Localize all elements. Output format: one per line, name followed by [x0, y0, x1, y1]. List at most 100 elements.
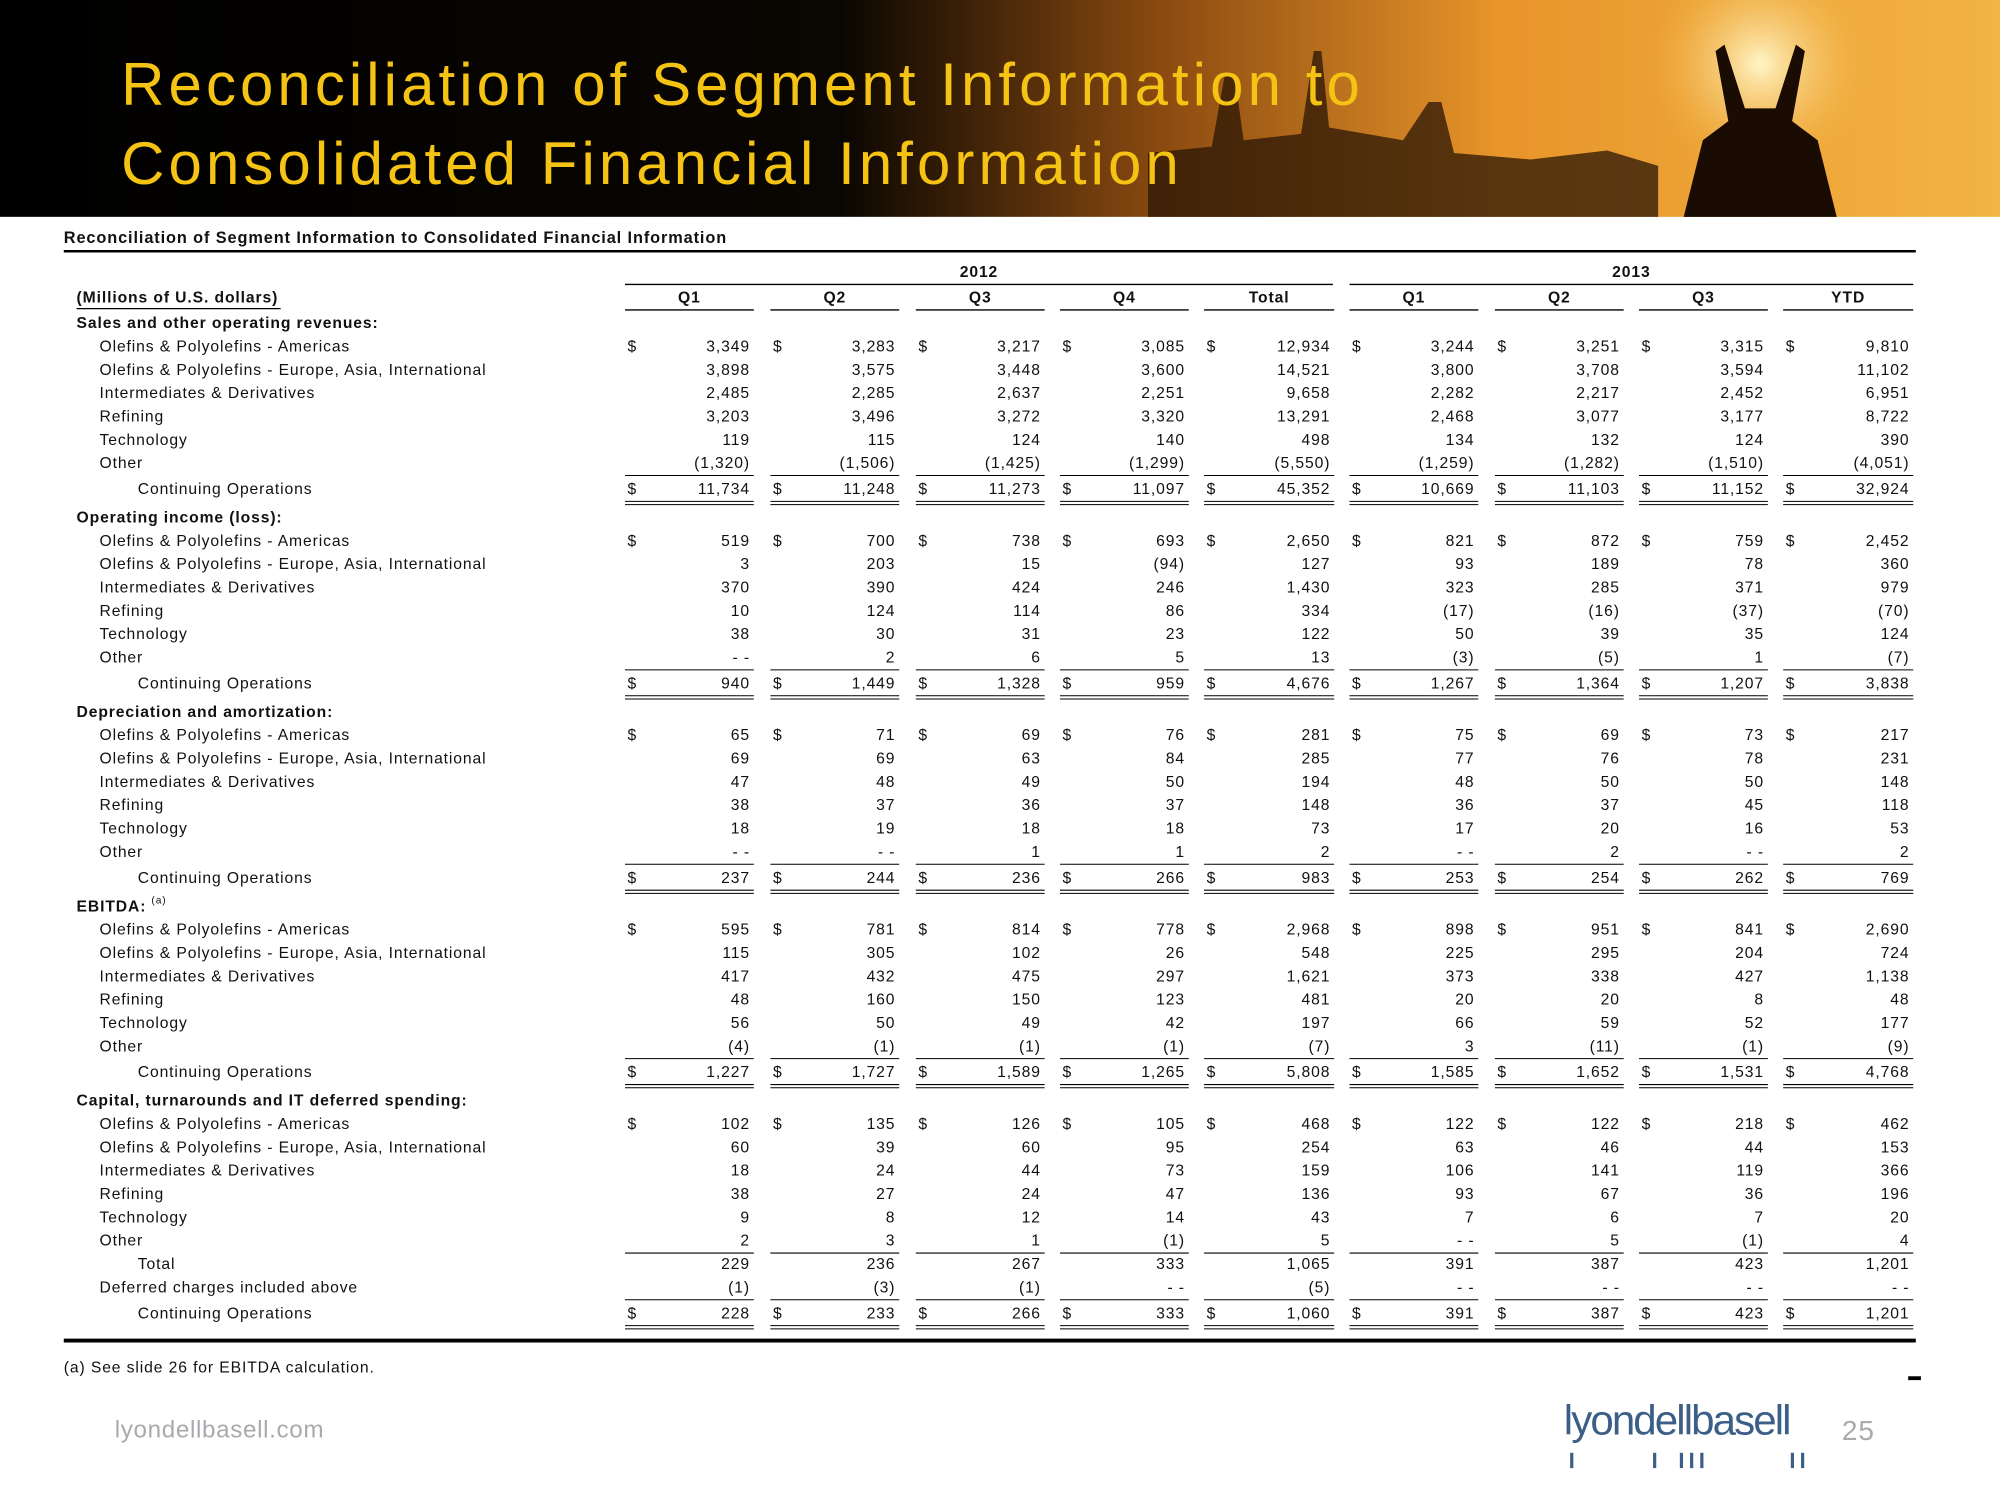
cell-value: 7 [1754, 1209, 1764, 1226]
cell-value: 769 [1881, 870, 1910, 887]
cell-value: 254 [1591, 870, 1620, 887]
currency: $ [918, 1064, 928, 1081]
cell-value: 246 [1156, 580, 1185, 597]
currency: $ [1786, 1064, 1796, 1081]
cell-value: 12 [1022, 1209, 1041, 1226]
cell-value: 11,103 [1568, 481, 1620, 498]
currency: $ [1642, 1305, 1652, 1322]
cell-value: 126 [1012, 1116, 1041, 1133]
cell-value: 106 [1446, 1163, 1475, 1180]
cell-value: (7) [1309, 1038, 1331, 1055]
currency: $ [1207, 338, 1217, 355]
currency: $ [1497, 922, 1507, 939]
cell-value: 3,600 [1141, 362, 1185, 379]
cell-value: 959 [1156, 675, 1185, 692]
cell-value: 27 [876, 1186, 895, 1203]
cell-value: (1,299) [1129, 455, 1185, 472]
cell-value: 48 [1890, 992, 1909, 1009]
cell-value: 11,102 [1857, 362, 1909, 379]
cell-value: 160 [867, 992, 896, 1009]
cell-value: 38 [731, 797, 750, 814]
currency: $ [1786, 1116, 1796, 1133]
row-label: Olefins & Polyolefins - Europe, Asia, In… [99, 362, 486, 379]
currency: $ [1207, 533, 1217, 550]
cell-value: 3,177 [1720, 408, 1764, 425]
cell-value: 3,244 [1431, 338, 1475, 355]
cell-value: 148 [1881, 774, 1910, 791]
cell-value: 2,650 [1287, 533, 1331, 550]
cell-value: (7) [1888, 650, 1910, 667]
row-label: Olefins & Polyolefins - Europe, Asia, In… [99, 1139, 486, 1156]
row-label: Intermediates & Derivatives [99, 580, 315, 597]
currency: $ [628, 533, 638, 550]
cell-value: 595 [721, 922, 750, 939]
cell-value: 2,452 [1720, 385, 1764, 402]
cell-value: 236 [867, 1256, 896, 1273]
cell-value: 11,273 [989, 481, 1041, 498]
cell-value: 759 [1735, 533, 1764, 550]
cell-value: 2 [1610, 844, 1620, 861]
cell-value: 1,727 [852, 1064, 896, 1081]
cell-value: 3,575 [852, 362, 896, 379]
cell-value: 432 [867, 968, 896, 985]
currency: $ [1352, 481, 1362, 498]
cell-value: 124 [1881, 626, 1910, 643]
cell-value: 253 [1446, 870, 1475, 887]
currency: $ [1786, 727, 1796, 744]
cell-value: 5 [1610, 1233, 1620, 1250]
cell-value: - - [733, 650, 750, 667]
row-label: Intermediates & Derivatives [99, 774, 315, 791]
cell-value: 1 [1031, 844, 1041, 861]
cell-value: 281 [1302, 727, 1331, 744]
cell-value: 338 [1591, 968, 1620, 985]
cell-value: 6 [1031, 650, 1041, 667]
page-number: 25 [1842, 1415, 1875, 1446]
cell-value: 2 [1900, 844, 1910, 861]
currency: $ [1063, 675, 1073, 692]
currency: $ [1497, 338, 1507, 355]
cell-value: - - [1457, 1279, 1474, 1296]
cell-value: 872 [1591, 533, 1620, 550]
cell-value: 37 [876, 797, 895, 814]
column-header: Q2 [823, 290, 846, 307]
cell-value: 119 [722, 432, 750, 449]
row-label: Other [99, 1233, 143, 1250]
cell-value: (3) [1453, 650, 1475, 667]
cell-value: 1,267 [1431, 675, 1475, 692]
cell-value: 189 [1591, 556, 1620, 573]
cell-value: 360 [1881, 556, 1910, 573]
cell-value: 26 [1166, 945, 1185, 962]
cell-value: 3,203 [706, 408, 750, 425]
currency: $ [1207, 1305, 1217, 1322]
currency: $ [1207, 922, 1217, 939]
cell-value: 237 [721, 870, 750, 887]
cell-value: 10,669 [1421, 481, 1474, 498]
footer-logo: lyondellbasell [1564, 1397, 1790, 1444]
cell-value: 69 [1601, 727, 1620, 744]
row-label: Intermediates & Derivatives [99, 968, 315, 985]
cell-value: - - [1457, 844, 1474, 861]
currency: $ [918, 675, 928, 692]
cell-value: (1,259) [1419, 455, 1475, 472]
currency: $ [918, 922, 928, 939]
column-header: Q1 [678, 290, 701, 307]
cell-value: 8 [1754, 992, 1764, 1009]
cell-value: 32,924 [1856, 481, 1909, 498]
heading-note: (a) [151, 895, 166, 906]
column-header: Q3 [969, 290, 992, 307]
cell-value: 2,251 [1141, 385, 1185, 402]
cell-value: 1,531 [1720, 1064, 1764, 1081]
row-label: Deferred charges included above [99, 1279, 358, 1296]
cell-value: 105 [1156, 1116, 1185, 1133]
cell-value: 13,291 [1277, 408, 1330, 425]
cell-value: 1,621 [1287, 968, 1331, 985]
row-label: Refining [99, 603, 164, 620]
cell-value: 1,328 [997, 675, 1041, 692]
cell-value: 5 [1175, 650, 1185, 667]
cell-value: 373 [1446, 968, 1475, 985]
cell-value: 1,589 [997, 1064, 1041, 1081]
currency: $ [773, 922, 783, 939]
cell-value: 424 [1012, 580, 1041, 597]
currency: $ [773, 1305, 783, 1322]
cell-value: (3) [874, 1279, 896, 1296]
